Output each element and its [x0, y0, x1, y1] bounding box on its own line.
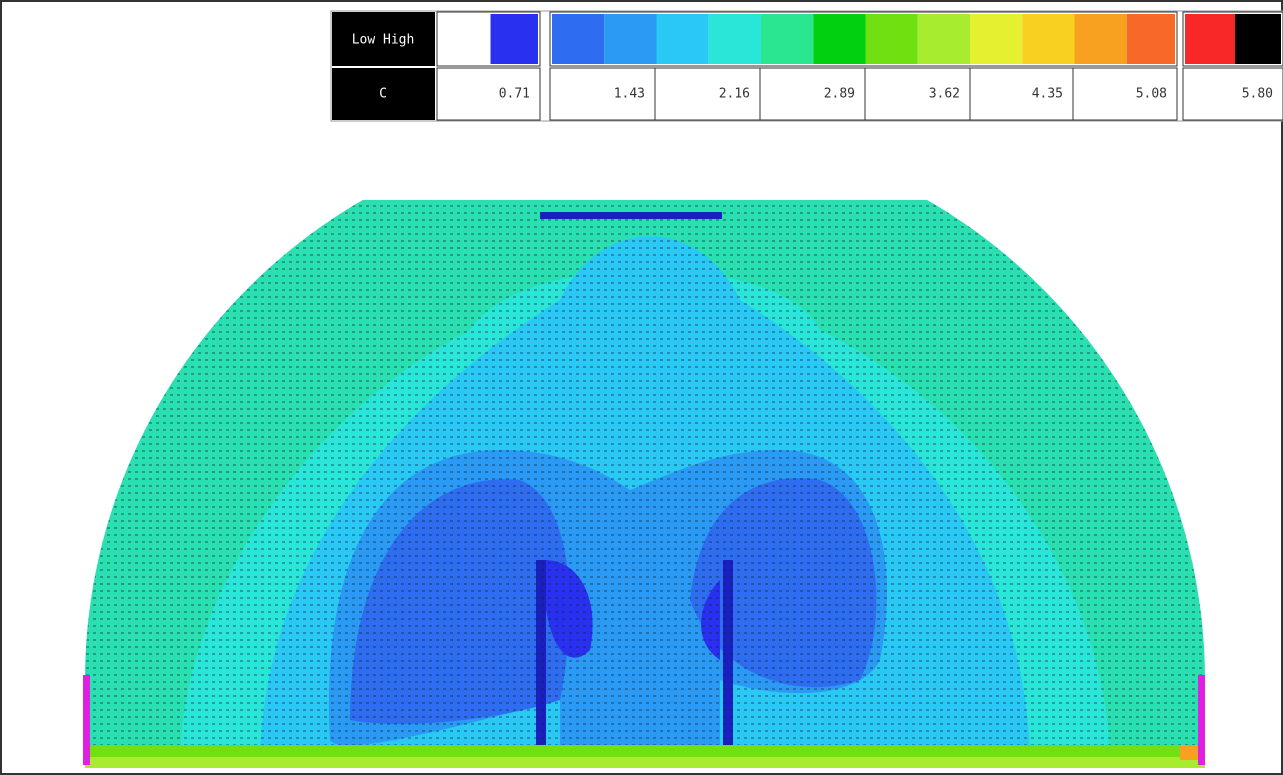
swatch: [970, 14, 1023, 64]
swatch: [865, 14, 918, 64]
value-cell: [759, 67, 866, 121]
swatch: [1126, 14, 1175, 64]
swatch: [1185, 14, 1235, 64]
value-label: 2.89: [824, 87, 855, 102]
swatch: [761, 14, 814, 64]
legend-variable: C: [379, 87, 387, 102]
swatch: [813, 14, 866, 64]
swatch: [708, 14, 761, 64]
value-label: 1.43: [614, 87, 645, 102]
boundary-left: [83, 675, 90, 765]
swatch: [1022, 14, 1075, 64]
swatch: [917, 14, 970, 64]
swatch: [604, 14, 657, 64]
swatch: [439, 14, 491, 64]
swatch: [656, 14, 709, 64]
swatch: [1235, 14, 1281, 64]
swatch: [1074, 14, 1127, 64]
value-cell: [654, 67, 761, 121]
value-label: 2.16: [719, 87, 750, 102]
value-cell: [1182, 67, 1283, 121]
swatch: [490, 14, 538, 64]
swatch-group: [436, 11, 541, 67]
legend-header: Low High: [352, 33, 415, 48]
value-cell: [864, 67, 971, 121]
legend: Low High C 0.71 1.43 2.16 2.89 3.62 4.35 5.08 5…: [330, 10, 1283, 122]
swatch: [552, 14, 605, 64]
swatch-group: [549, 11, 1178, 67]
value-cell: [1072, 67, 1178, 121]
value-label: 0.71: [499, 87, 530, 102]
boundary-right: [1198, 675, 1205, 765]
value-label: 4.35: [1032, 87, 1063, 102]
contour-field: [85, 200, 1205, 769]
swatch-group: [1182, 11, 1283, 67]
value-cell: [436, 67, 541, 121]
value-label: 5.80: [1242, 87, 1273, 102]
value-label: 3.62: [929, 87, 960, 102]
value-label: 5.08: [1136, 87, 1167, 102]
